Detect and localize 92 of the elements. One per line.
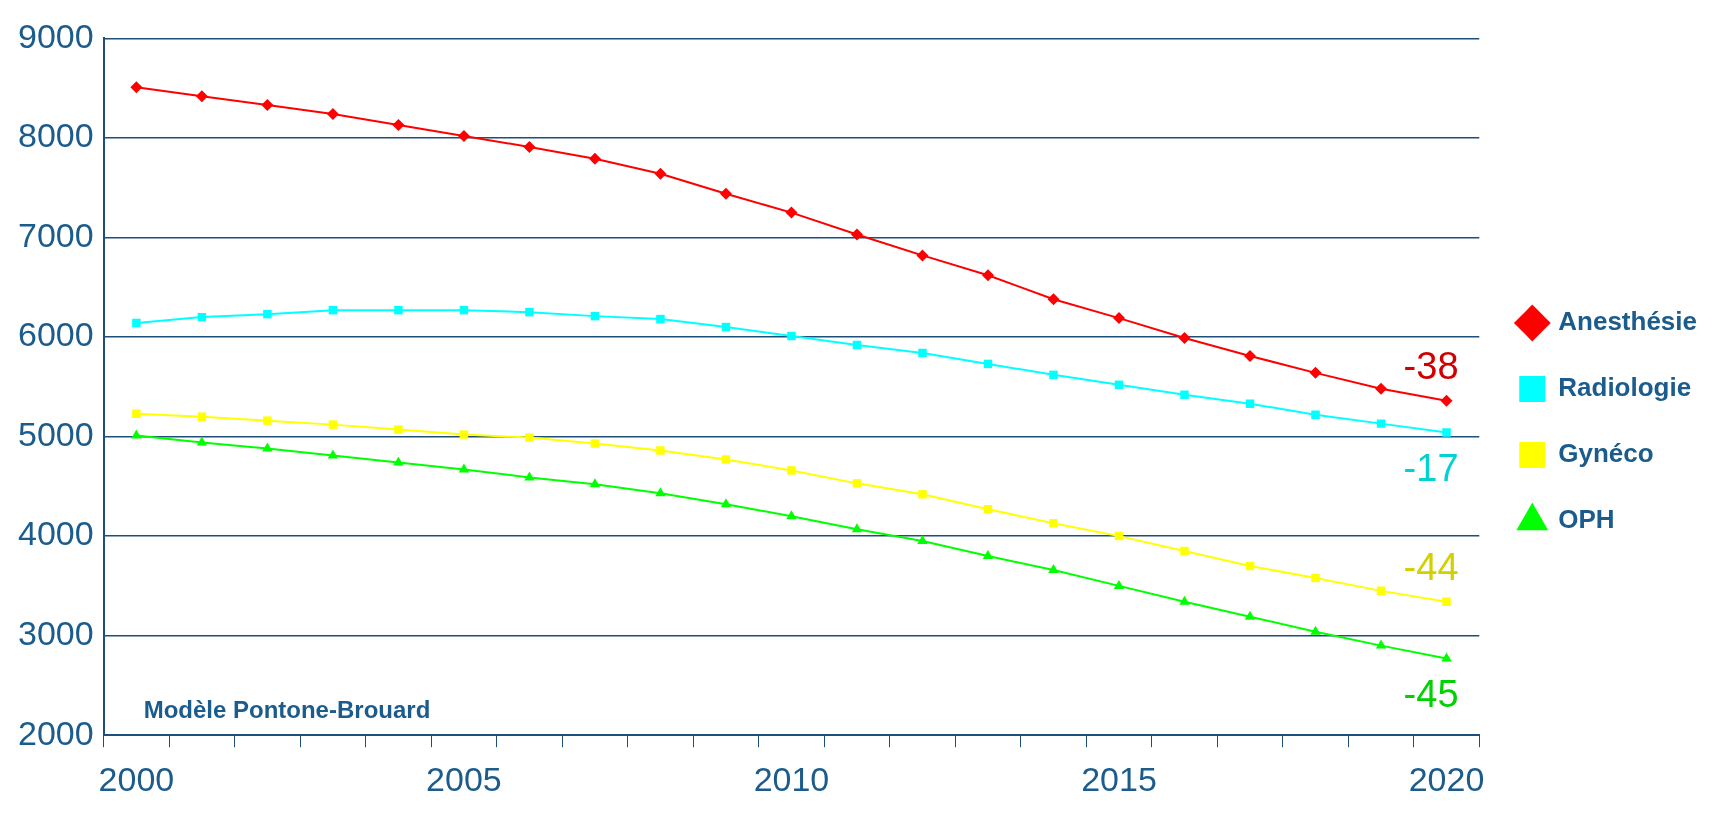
- point: [328, 420, 338, 429]
- point: [656, 446, 665, 455]
- point: [1375, 639, 1387, 649]
- point: [263, 416, 272, 425]
- point: [394, 425, 403, 434]
- annotation: -44: [1403, 546, 1459, 589]
- point: [1049, 518, 1058, 528]
- point: [654, 167, 667, 180]
- point: [982, 550, 994, 560]
- point: [1179, 595, 1190, 605]
- point: [1113, 579, 1125, 589]
- point: [457, 129, 470, 142]
- point: [196, 436, 208, 446]
- point: [852, 479, 862, 488]
- point: [261, 99, 274, 112]
- point: [719, 187, 732, 200]
- point: [458, 463, 470, 473]
- point: [459, 430, 469, 439]
- point: [656, 314, 665, 324]
- legend-label: OPH: [1558, 504, 1615, 535]
- annotation: -38: [1403, 345, 1459, 388]
- point: [524, 471, 535, 481]
- point: [1311, 410, 1320, 419]
- x-tick-label: 2015: [1081, 759, 1157, 798]
- point: [195, 90, 208, 103]
- point: [1311, 573, 1320, 583]
- point: [1376, 419, 1386, 428]
- point: [721, 455, 731, 464]
- point: [1180, 546, 1189, 556]
- point: [1442, 428, 1451, 437]
- point: [131, 429, 142, 439]
- point: [1048, 563, 1059, 573]
- annotation: -45: [1403, 673, 1459, 716]
- point: [1049, 370, 1058, 380]
- point: [1309, 366, 1322, 379]
- y-tick-label: 7000: [18, 215, 94, 254]
- point: [786, 510, 797, 520]
- point: [132, 318, 141, 328]
- point: [326, 108, 339, 121]
- point: [197, 412, 207, 421]
- annotation: Modèle Pontone-Brouard: [143, 695, 431, 723]
- point: [851, 523, 863, 533]
- y-tick-label: 6000: [18, 315, 94, 354]
- point: [1180, 390, 1189, 400]
- point: [981, 269, 994, 282]
- point: [655, 487, 666, 497]
- x-tick-label: 2010: [753, 759, 830, 798]
- point: [525, 307, 534, 317]
- point: [590, 439, 600, 448]
- y-tick-label: 5000: [18, 414, 94, 453]
- point: [917, 535, 928, 545]
- point: [523, 140, 536, 153]
- point: [1244, 610, 1256, 620]
- point: [1047, 293, 1060, 306]
- point: [1112, 312, 1125, 325]
- point: [392, 119, 405, 131]
- y-tick-label: 2000: [18, 713, 94, 752]
- point: [1375, 382, 1388, 395]
- point: [918, 490, 927, 499]
- point: [1442, 597, 1451, 607]
- point: [1441, 652, 1452, 662]
- y-tick-label: 8000: [18, 116, 94, 155]
- point: [1245, 399, 1255, 408]
- point: [850, 228, 863, 241]
- point: [263, 309, 272, 319]
- legend-label: Anesthésie: [1558, 306, 1698, 337]
- x-tick-label: 2000: [98, 759, 175, 798]
- point: [525, 433, 534, 442]
- y-tick-label: 3000: [18, 614, 94, 653]
- point: [1310, 625, 1321, 635]
- y-tick-label: 4000: [18, 514, 94, 553]
- point: [1440, 394, 1453, 407]
- point: [1178, 332, 1191, 345]
- point: [918, 348, 927, 358]
- point: [787, 331, 796, 341]
- point: [132, 409, 141, 418]
- point: [394, 305, 403, 315]
- legend-label: Gynéco: [1558, 438, 1654, 469]
- point: [720, 498, 732, 508]
- point: [589, 478, 601, 488]
- x-tick-label: 2020: [1408, 759, 1485, 798]
- point: [785, 206, 798, 219]
- x-tick-label: 2005: [426, 759, 502, 798]
- annotation: -17: [1403, 447, 1459, 490]
- point: [130, 81, 143, 94]
- point: [588, 152, 601, 165]
- point: [787, 466, 796, 475]
- point: [1244, 349, 1257, 362]
- y-tick-label: 9000: [18, 16, 94, 55]
- point: [916, 249, 929, 262]
- legend-label: Radiologie: [1558, 372, 1692, 403]
- point: [262, 442, 273, 452]
